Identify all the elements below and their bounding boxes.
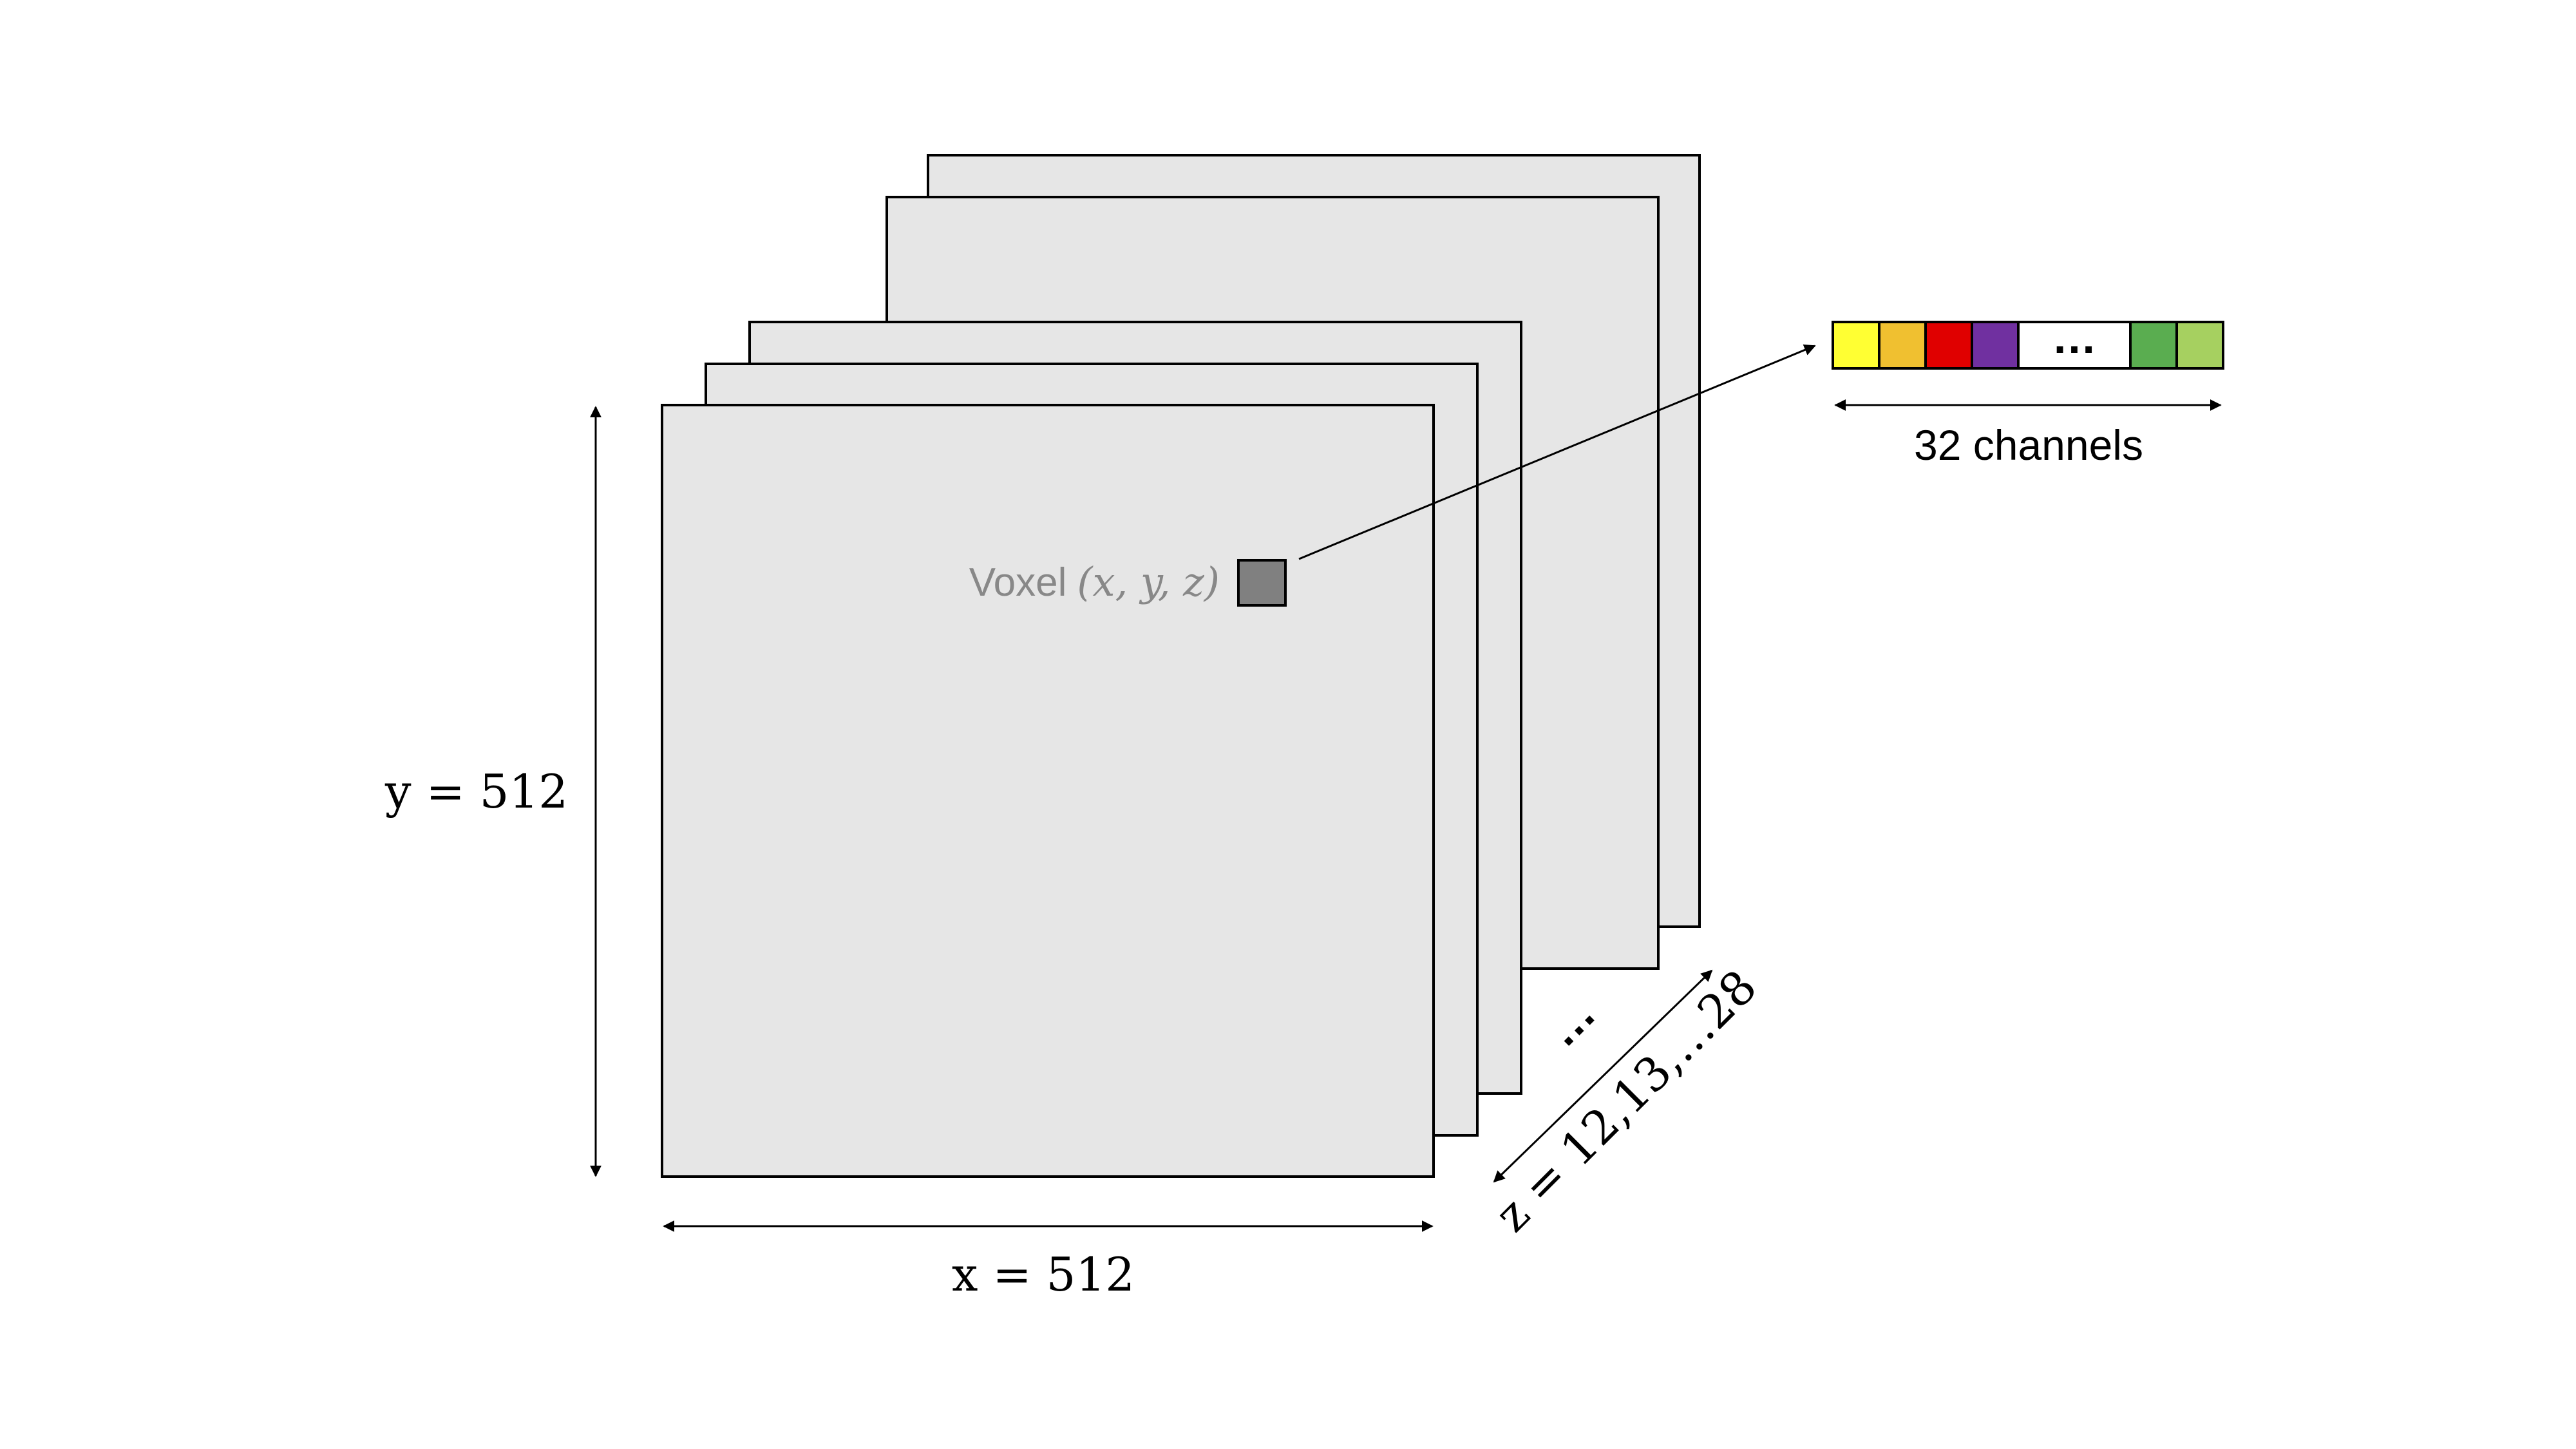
channels-label: 32 channels	[1914, 421, 2143, 469]
channel-strip: …	[1832, 312, 2224, 370]
channel-cell-red	[1924, 321, 1973, 370]
voxel-coords: (x, y, z)	[1077, 558, 1220, 605]
slice-stack	[661, 154, 1701, 1178]
stack-ellipsis: …	[1536, 987, 1605, 1056]
voxel-word: Voxel	[969, 560, 1067, 605]
z-dimension-label: z = 12,13,…28	[1484, 960, 1767, 1242]
voxel-pointer-arrow	[1298, 344, 1816, 560]
channel-cell-purple	[1971, 321, 2020, 370]
slice-front	[661, 404, 1435, 1178]
channel-cell-lightgreen	[2175, 321, 2224, 370]
channel-ellipsis: …	[2052, 312, 2097, 363]
voxel-label: Voxel (x, y, z)	[969, 558, 1220, 605]
channel-cell-orange	[1878, 321, 1927, 370]
channel-cell-yellow	[1832, 321, 1880, 370]
voxel-square	[1237, 559, 1287, 607]
channel-cell-green	[2129, 321, 2178, 370]
x-dimension-label: x = 512	[952, 1247, 1135, 1302]
y-dimension-label: y = 512	[384, 764, 568, 819]
z-dimension-arrow	[1493, 969, 1713, 1183]
